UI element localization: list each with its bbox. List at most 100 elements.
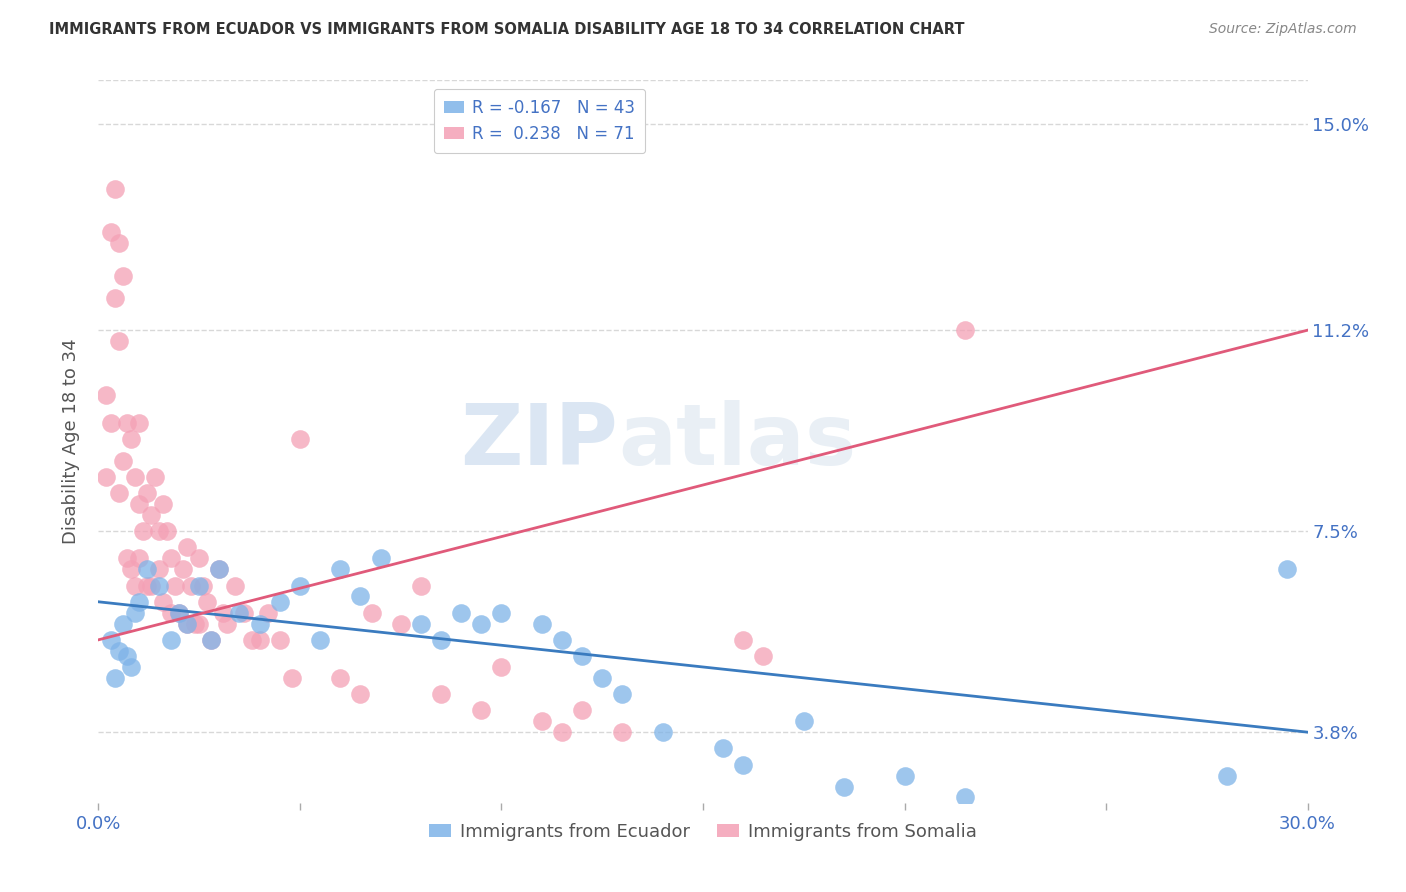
Point xyxy=(132,524,155,538)
Point xyxy=(115,551,138,566)
Point xyxy=(152,595,174,609)
Point xyxy=(188,551,211,566)
Point xyxy=(212,606,235,620)
Point xyxy=(953,323,976,337)
Point xyxy=(1216,769,1239,783)
Text: IMMIGRANTS FROM ECUADOR VS IMMIGRANTS FROM SOMALIA DISABILITY AGE 18 TO 34 CORRE: IMMIGRANTS FROM ECUADOR VS IMMIGRANTS FR… xyxy=(49,22,965,37)
Point xyxy=(450,606,472,620)
Point xyxy=(551,725,574,739)
Point xyxy=(139,578,162,592)
Legend: Immigrants from Ecuador, Immigrants from Somalia: Immigrants from Ecuador, Immigrants from… xyxy=(422,815,984,848)
Point xyxy=(139,508,162,522)
Point xyxy=(470,616,492,631)
Point xyxy=(180,578,202,592)
Point xyxy=(172,562,194,576)
Point xyxy=(370,551,392,566)
Point xyxy=(591,671,613,685)
Point xyxy=(329,562,352,576)
Point xyxy=(135,486,157,500)
Point xyxy=(551,632,574,647)
Point xyxy=(160,632,183,647)
Point xyxy=(143,470,166,484)
Point xyxy=(349,687,371,701)
Point xyxy=(124,606,146,620)
Point xyxy=(167,606,190,620)
Point xyxy=(240,632,263,647)
Point xyxy=(176,541,198,555)
Point xyxy=(103,671,125,685)
Point xyxy=(184,616,207,631)
Point xyxy=(128,595,150,609)
Point xyxy=(128,551,150,566)
Text: atlas: atlas xyxy=(619,400,856,483)
Text: ZIP: ZIP xyxy=(461,400,619,483)
Point xyxy=(135,562,157,576)
Point xyxy=(195,595,218,609)
Point xyxy=(361,606,384,620)
Point xyxy=(156,524,179,538)
Point xyxy=(200,632,222,647)
Point xyxy=(148,524,170,538)
Point xyxy=(409,616,432,631)
Point xyxy=(124,578,146,592)
Point xyxy=(470,703,492,717)
Point xyxy=(288,432,311,446)
Point xyxy=(329,671,352,685)
Point xyxy=(111,616,134,631)
Point xyxy=(491,660,513,674)
Point xyxy=(530,714,553,729)
Point xyxy=(148,578,170,592)
Point xyxy=(208,562,231,576)
Point xyxy=(135,578,157,592)
Point xyxy=(651,725,673,739)
Point xyxy=(124,470,146,484)
Point xyxy=(100,226,122,240)
Point xyxy=(103,291,125,305)
Point xyxy=(612,687,634,701)
Point xyxy=(349,590,371,604)
Point xyxy=(120,562,142,576)
Point xyxy=(96,388,118,402)
Point xyxy=(571,649,593,664)
Point xyxy=(188,616,211,631)
Point xyxy=(232,606,254,620)
Point xyxy=(530,616,553,631)
Point xyxy=(733,757,755,772)
Point xyxy=(163,578,186,592)
Point xyxy=(128,416,150,430)
Point xyxy=(160,551,183,566)
Point xyxy=(120,432,142,446)
Y-axis label: Disability Age 18 to 34: Disability Age 18 to 34 xyxy=(62,339,80,544)
Point xyxy=(733,632,755,647)
Point xyxy=(491,606,513,620)
Point xyxy=(571,703,593,717)
Point xyxy=(208,562,231,576)
Point xyxy=(128,497,150,511)
Point xyxy=(193,578,215,592)
Point xyxy=(107,334,129,348)
Point xyxy=(249,632,271,647)
Point xyxy=(224,578,246,592)
Point xyxy=(176,616,198,631)
Point xyxy=(269,595,291,609)
Point xyxy=(111,268,134,283)
Point xyxy=(281,671,304,685)
Point xyxy=(111,453,134,467)
Point xyxy=(100,632,122,647)
Point xyxy=(1277,562,1299,576)
Point xyxy=(309,632,332,647)
Point xyxy=(107,236,129,251)
Point xyxy=(228,606,250,620)
Point xyxy=(711,741,734,756)
Point xyxy=(100,416,122,430)
Point xyxy=(103,182,125,196)
Point xyxy=(430,632,453,647)
Point xyxy=(115,416,138,430)
Point xyxy=(200,632,222,647)
Point xyxy=(107,643,129,657)
Point xyxy=(217,616,239,631)
Point xyxy=(389,616,412,631)
Point xyxy=(96,470,118,484)
Point xyxy=(953,790,976,805)
Point xyxy=(430,687,453,701)
